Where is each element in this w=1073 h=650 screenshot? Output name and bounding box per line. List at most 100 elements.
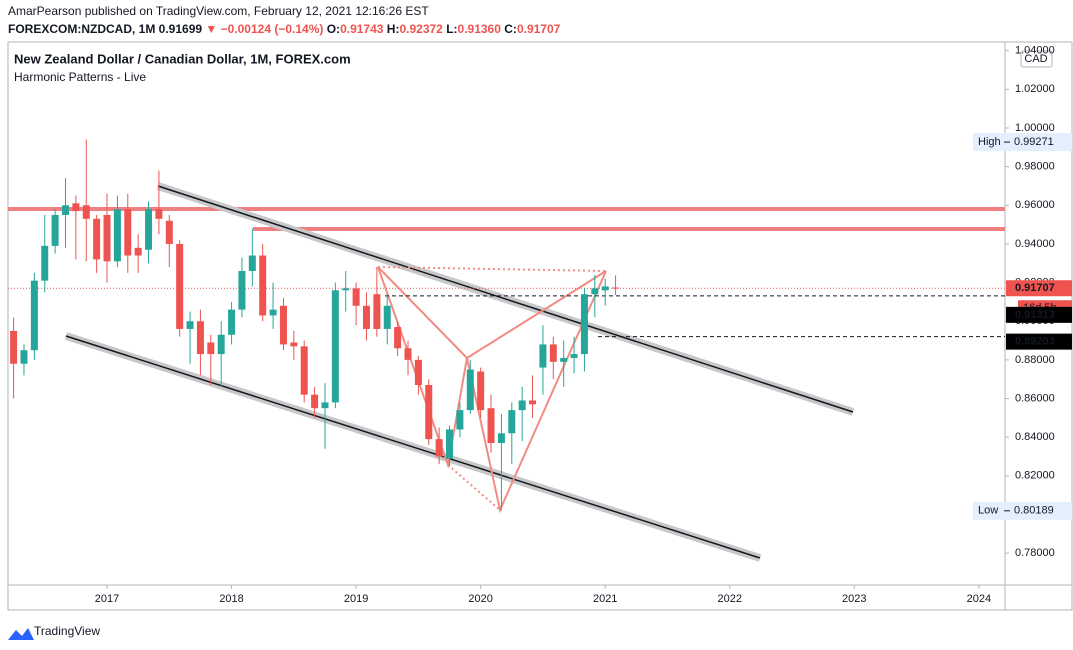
ohlc-value: 0.92372 [399, 22, 443, 36]
price-tag-label: 0.91707 [1015, 282, 1055, 294]
x-tick-label: 2018 [219, 593, 243, 605]
extreme-value: 0.80189 [1014, 505, 1054, 517]
candle-body [41, 245, 49, 281]
y-tick-label: 0.78000 [1015, 547, 1055, 559]
extreme-label: High [978, 136, 1001, 148]
x-tick-label: 2022 [718, 593, 742, 605]
price-tag [1006, 306, 1072, 323]
pattern-leg [377, 266, 468, 359]
ohlc-value: 0.91360 [458, 22, 502, 36]
chart-title: New Zealand Dollar / Canadian Dollar, 1M… [14, 51, 351, 66]
symbol-line: FOREXCOM:NZDCAD, 1M 0.91699 ▼ −0.00124 (… [8, 22, 561, 36]
candle-body [591, 288, 599, 295]
currency-box [1020, 50, 1053, 68]
candle-body [103, 214, 111, 262]
x-tick-label: 2023 [842, 593, 866, 605]
extreme-box [973, 133, 1072, 152]
candle-body [30, 280, 38, 351]
extreme-label: Low [978, 505, 998, 517]
candle-body [518, 400, 526, 411]
x-tick-label: 2021 [593, 593, 617, 605]
candle-body [51, 214, 59, 246]
candle-body [82, 205, 90, 219]
ohlc-label: C: [504, 22, 517, 36]
candle-body [321, 402, 329, 409]
candle-body [300, 346, 308, 395]
candle-body [394, 327, 402, 349]
candle-body [612, 287, 620, 289]
candle-body [342, 288, 350, 291]
candle-body [93, 218, 101, 260]
candle-body [549, 344, 557, 362]
frame [7, 41, 1073, 611]
candle-body [539, 344, 547, 368]
chart-subtitle: Harmonic Patterns - Live [14, 70, 146, 84]
candle-body [404, 348, 412, 360]
price-tag-label: 0.91313 [1015, 309, 1055, 321]
y-tick-label: 0.88000 [1015, 354, 1055, 366]
candle-body [580, 294, 588, 355]
candle-body [72, 203, 80, 212]
candle-body [259, 255, 267, 316]
publisher-line: AmarPearson published on TradingView.com… [8, 4, 429, 18]
candle-body [362, 305, 370, 329]
candle-body [497, 433, 505, 443]
candle-body [113, 209, 121, 262]
drawings [8, 182, 1005, 562]
candle-body [238, 270, 246, 310]
candle-body [196, 321, 204, 355]
candle-body [487, 408, 495, 443]
symbol: FOREXCOM:NZDCAD, 1M [8, 22, 155, 36]
pattern-link [377, 266, 607, 272]
candle-body [186, 321, 194, 329]
candle-body [165, 220, 173, 244]
change: ▼ −0.00124 (−0.14%) [205, 22, 323, 36]
extreme-box [973, 501, 1072, 520]
candle-body [529, 400, 537, 405]
extreme-value: 0.99271 [1014, 136, 1054, 148]
candle-body [155, 209, 163, 219]
candle-body [124, 209, 132, 256]
candle-body [383, 305, 391, 329]
footer-logo: TradingView [8, 624, 100, 640]
x-tick-label: 2019 [344, 593, 368, 605]
candle-body [269, 309, 277, 316]
ohlc-value: 0.91707 [517, 22, 561, 36]
candle-body [373, 294, 381, 329]
candle-body [145, 209, 153, 250]
candles [10, 139, 620, 511]
candle-body [279, 305, 287, 345]
candle-body [207, 342, 215, 355]
ohlc-label: H: [387, 22, 400, 36]
candle-body [62, 205, 70, 215]
harmonic-pattern [377, 266, 607, 514]
candle-body [425, 384, 433, 440]
channel-line [65, 335, 761, 559]
y-tick-label: 0.84000 [1015, 431, 1055, 443]
candle-body [134, 247, 142, 256]
candle-body [331, 290, 339, 403]
x-tick-label: 2017 [95, 593, 119, 605]
candle-body [570, 354, 578, 358]
brand: TradingView [34, 624, 100, 638]
candle-body [290, 342, 298, 347]
candle-body [446, 429, 454, 459]
pattern-leg [466, 270, 607, 359]
currency: CAD [1024, 53, 1047, 65]
candle-body [176, 243, 184, 329]
candle-body [20, 350, 28, 364]
x-tick-label: 2024 [967, 593, 991, 605]
ohlc-value: 0.91743 [340, 22, 384, 36]
candle-body [456, 410, 464, 430]
last-price: 0.91699 [159, 22, 203, 36]
candle-body [228, 309, 236, 335]
x-tick-label: 2020 [468, 593, 492, 605]
candle-body [10, 330, 18, 364]
candle-body [508, 410, 516, 434]
price-tag [1006, 280, 1072, 297]
y-tick-label: 1.00000 [1015, 122, 1055, 134]
candle-body [217, 334, 225, 355]
logo-icon [8, 628, 34, 640]
price-tag-label: 0.89203 [1015, 336, 1055, 348]
